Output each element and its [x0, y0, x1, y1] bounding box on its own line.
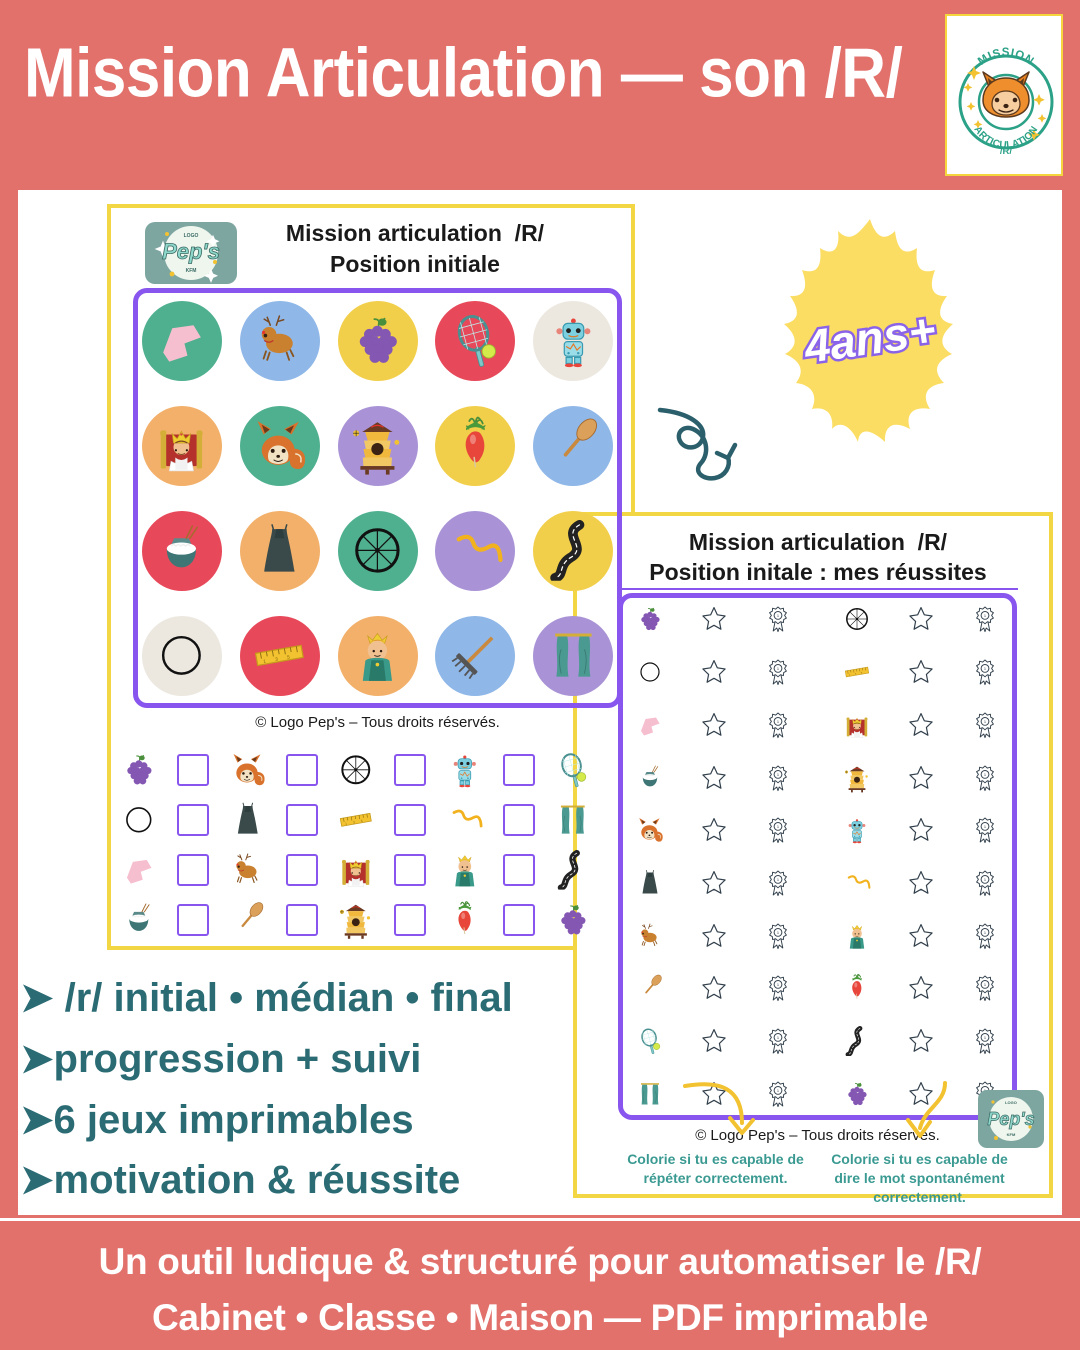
svg-text:KFM: KFM — [186, 268, 197, 274]
svg-text:KFM: KFM — [1007, 1132, 1016, 1137]
svg-text:LOGO: LOGO — [1005, 1100, 1017, 1105]
svg-text:Pep's: Pep's — [162, 239, 220, 264]
svg-text:/R/: /R/ — [1000, 146, 1013, 157]
svg-text:MISSION: MISSION — [976, 47, 1036, 68]
svg-text:Pep's: Pep's — [987, 1109, 1034, 1129]
